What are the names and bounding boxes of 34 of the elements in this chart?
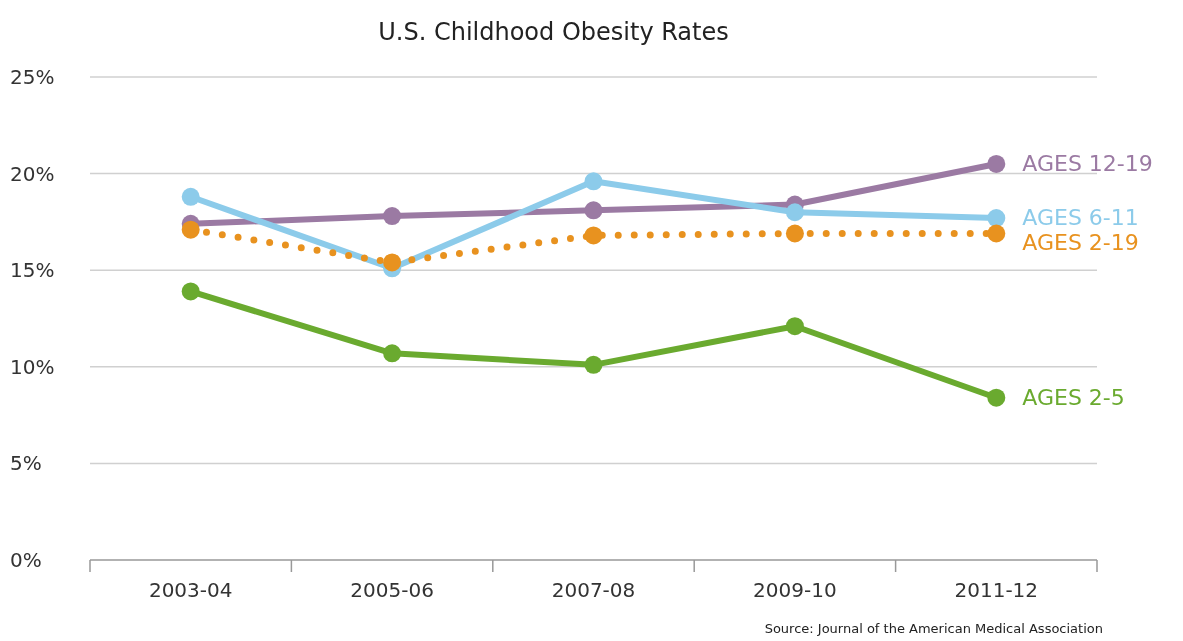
point <box>785 317 804 336</box>
x-tick-label: 2011-12 <box>954 578 1039 602</box>
series-label: AGES 2-19 <box>1022 230 1139 256</box>
series-label: AGES 12-19 <box>1022 150 1153 176</box>
point <box>785 224 804 243</box>
series-label: AGES 6-11 <box>1022 205 1139 231</box>
chart-title: U.S. Childhood Obesity Rates <box>378 18 729 46</box>
y-tick-label: 10% <box>10 354 55 379</box>
point <box>785 203 804 222</box>
y-tick-label: 20% <box>10 161 55 186</box>
y-tick-label: 25% <box>10 65 55 89</box>
point <box>584 201 603 220</box>
point <box>584 172 603 191</box>
point <box>181 187 200 206</box>
point <box>383 207 402 226</box>
point <box>383 253 402 272</box>
y-tick-label: 5% <box>10 451 42 476</box>
point <box>181 282 200 301</box>
point <box>383 344 402 363</box>
point <box>987 224 1006 243</box>
y-tick-label: 15% <box>10 258 55 283</box>
y-tick-label: 0% <box>10 548 42 572</box>
point <box>584 226 603 245</box>
point <box>987 388 1006 407</box>
x-tick-label: 2003-04 <box>148 578 233 602</box>
point <box>584 355 603 374</box>
point <box>987 154 1006 173</box>
x-tick-label: 2007-08 <box>551 578 636 602</box>
point <box>181 220 200 239</box>
source-note: Source: Journal of the American Medical Association <box>764 621 1103 636</box>
x-tick-label: 2005-06 <box>350 578 434 602</box>
point <box>987 209 1006 228</box>
series-label: AGES 2-5 <box>1022 384 1125 410</box>
x-tick-label: 2009-10 <box>753 578 837 602</box>
